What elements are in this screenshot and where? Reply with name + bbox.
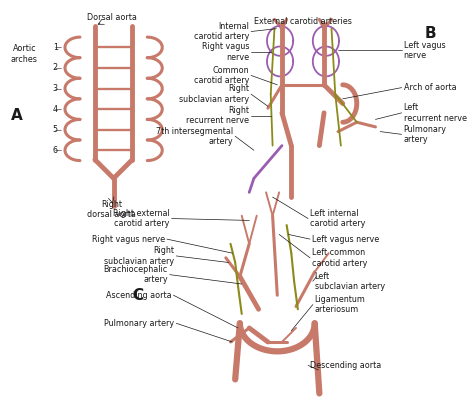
Text: Descending aorta: Descending aorta	[310, 361, 381, 370]
Text: Dorsal aorta: Dorsal aorta	[87, 13, 137, 22]
Text: A: A	[11, 108, 22, 123]
Text: Ligamentum
arteriosum: Ligamentum arteriosum	[315, 295, 365, 314]
Text: Brachiocephalic
artery: Brachiocephalic artery	[104, 265, 168, 284]
Text: Aortic
arches: Aortic arches	[10, 44, 37, 64]
Text: Left vagus nerve: Left vagus nerve	[312, 235, 379, 244]
Text: Pulmonary artery: Pulmonary artery	[104, 319, 174, 328]
Text: Ascending aorta: Ascending aorta	[106, 291, 172, 300]
Text: Right
subclavian artery: Right subclavian artery	[104, 246, 174, 266]
Text: Right external
carotid artery: Right external carotid artery	[113, 209, 170, 228]
Text: 7th intersegmental
artery: 7th intersegmental artery	[156, 126, 233, 146]
Text: Internal
carotid artery: Internal carotid artery	[194, 22, 249, 41]
Text: Left internal
carotid artery: Left internal carotid artery	[310, 209, 365, 228]
Text: Left common
carotid artery: Left common carotid artery	[312, 248, 367, 267]
Text: Left
recurrent nerve: Left recurrent nerve	[403, 103, 466, 123]
Text: Common
carotid artery: Common carotid artery	[194, 66, 249, 85]
Text: C: C	[132, 288, 144, 303]
Text: Right
recurrent nerve: Right recurrent nerve	[186, 106, 249, 126]
Text: 6: 6	[53, 146, 58, 155]
Text: Arch of aorta: Arch of aorta	[403, 83, 456, 92]
Text: 5: 5	[53, 125, 58, 134]
Text: External carotid arteries: External carotid arteries	[254, 16, 351, 25]
Text: Right
subclavian artery: Right subclavian artery	[179, 85, 249, 104]
Text: Left
subclavian artery: Left subclavian artery	[315, 272, 385, 291]
Text: 4: 4	[53, 105, 58, 114]
Text: 3: 3	[53, 84, 58, 93]
Text: 2: 2	[53, 63, 58, 72]
Text: Pulmonary
artery: Pulmonary artery	[403, 125, 447, 144]
Text: Right
dorsal aorta: Right dorsal aorta	[87, 200, 136, 219]
Text: Right vagus
nerve: Right vagus nerve	[202, 43, 249, 62]
Text: 1: 1	[53, 43, 58, 52]
Text: Right vagus nerve: Right vagus nerve	[92, 235, 165, 244]
Text: B: B	[425, 26, 436, 41]
Text: Left vagus
nerve: Left vagus nerve	[403, 40, 445, 60]
